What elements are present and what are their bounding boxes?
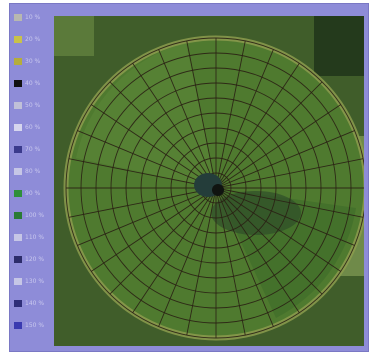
grid-spoke <box>215 130 355 189</box>
pivot-center <box>212 184 224 196</box>
grid-spoke <box>215 49 274 189</box>
legend-item: 80 % <box>14 166 54 178</box>
center-pivot-grid-map <box>54 16 364 346</box>
grid-spoke <box>158 49 217 189</box>
legend-swatch <box>14 102 22 109</box>
grid-spoke <box>109 81 217 189</box>
grid-spoke <box>215 187 246 336</box>
legend-label: 150 % <box>25 322 45 329</box>
legend-item: 40 % <box>14 78 54 90</box>
legend-item: 140 % <box>14 298 54 310</box>
legend-swatch <box>14 322 22 329</box>
legend-label: 20 % <box>25 36 41 43</box>
legend-item: 150 % <box>14 320 54 332</box>
grid-spoke <box>215 187 323 295</box>
legend-item: 30 % <box>14 56 54 68</box>
legend-item: 50 % <box>14 100 54 112</box>
legend-item: 70 % <box>14 144 54 156</box>
legend-label: 80 % <box>25 168 41 175</box>
grid-spoke <box>215 81 323 189</box>
legend-label: 50 % <box>25 102 41 109</box>
legend-label: 140 % <box>25 300 45 307</box>
grid-spoke <box>215 187 355 246</box>
legend-label: 60 % <box>25 124 41 131</box>
legend-swatch <box>14 278 22 285</box>
tree-line <box>314 16 364 76</box>
legend-swatch <box>14 256 22 263</box>
legend-label: 120 % <box>25 256 45 263</box>
legend-item: 100 % <box>14 210 54 222</box>
grid-spoke <box>215 158 364 189</box>
grid-spoke <box>91 187 217 272</box>
grid-spoke <box>186 40 217 189</box>
grid-spoke <box>215 187 341 272</box>
grid-spoke <box>68 158 217 189</box>
field-shade <box>76 43 216 188</box>
application-window: 10 % 20 % 30 % 40 % 50 % 60 % 70 % 80 % 90 % 100 … <box>9 3 369 352</box>
legend-label: 100 % <box>25 212 45 219</box>
legend-label: 110 % <box>25 234 45 241</box>
grid-spoke <box>215 187 274 327</box>
legend-swatch <box>14 14 22 21</box>
aerial-map-view[interactable] <box>54 16 364 346</box>
legend-swatch <box>14 168 22 175</box>
legend-panel: 10 % 20 % 30 % 40 % 50 % 60 % 70 % 80 % 90 % 100 … <box>10 4 54 351</box>
grid-spoke <box>91 104 217 189</box>
legend-label: 10 % <box>25 14 41 21</box>
grid-spoke <box>215 40 246 189</box>
grid-spoke <box>215 187 364 218</box>
grid-spoke <box>132 63 217 189</box>
legend-label: 40 % <box>25 80 41 87</box>
legend-item: 110 % <box>14 232 54 244</box>
legend-label: 70 % <box>25 146 41 153</box>
legend-swatch <box>14 234 22 241</box>
legend-item: 90 % <box>14 188 54 200</box>
grid-spoke <box>132 187 217 313</box>
legend-label: 30 % <box>25 58 41 65</box>
wet-area <box>211 191 301 235</box>
legend-swatch <box>14 300 22 307</box>
grid-spoke <box>158 187 217 327</box>
grid-spoke <box>215 104 341 189</box>
legend-swatch <box>14 190 22 197</box>
grid-spoke <box>77 130 217 189</box>
grid-spoke <box>77 187 217 246</box>
legend-item: 130 % <box>14 276 54 288</box>
legend-item: 60 % <box>14 122 54 134</box>
legend-item: 20 % <box>14 34 54 46</box>
legend-swatch <box>14 146 22 153</box>
legend-swatch <box>14 36 22 43</box>
legend-swatch <box>14 212 22 219</box>
legend-swatch <box>14 80 22 87</box>
legend-label: 130 % <box>25 278 45 285</box>
legend-label: 90 % <box>25 190 41 197</box>
grid-spoke <box>109 187 217 295</box>
legend-item: 120 % <box>14 254 54 266</box>
grid-spoke <box>186 187 217 336</box>
legend-swatch <box>14 124 22 131</box>
grid-spoke <box>215 187 300 313</box>
legend-swatch <box>14 58 22 65</box>
grid-spoke <box>215 63 300 189</box>
legend-item: 10 % <box>14 12 54 24</box>
field-patch <box>54 16 94 56</box>
grid-spoke <box>68 187 217 218</box>
